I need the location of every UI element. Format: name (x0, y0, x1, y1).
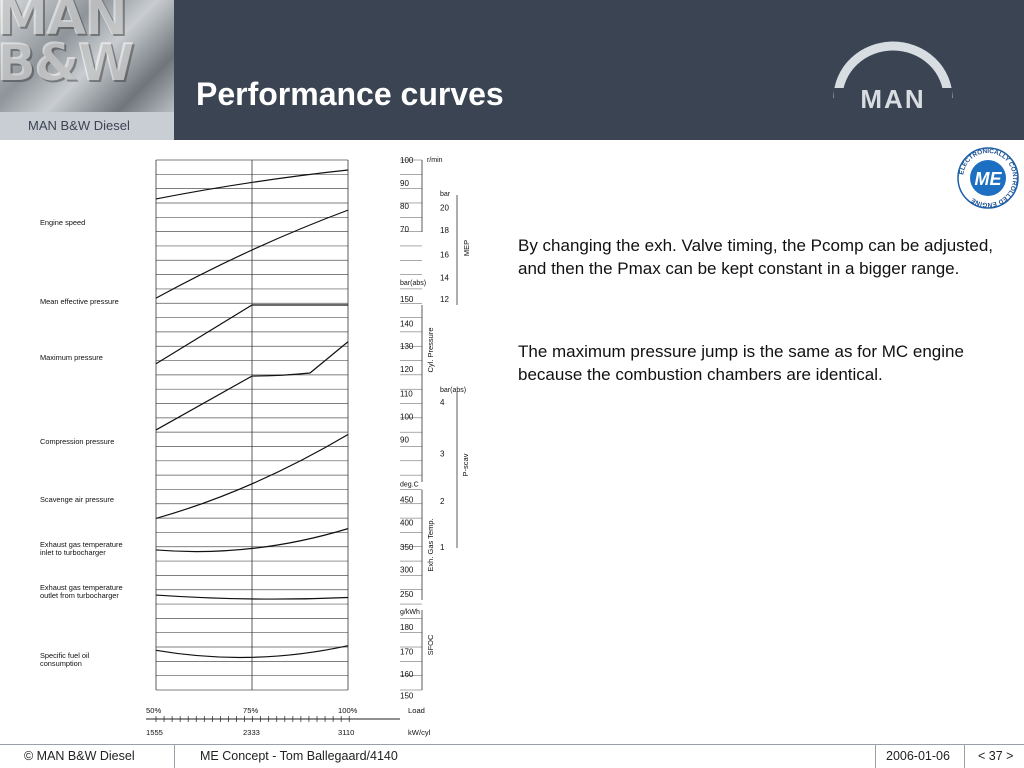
scale-label-inner: 400 (400, 518, 414, 527)
footer-divider (964, 745, 965, 768)
logo-letters: MAN B&W (0, 0, 134, 93)
subbrand-label: MAN B&W Diesel (0, 112, 174, 140)
scale-label-inner: 110 (400, 389, 413, 398)
load-axis-title: Load (408, 706, 425, 715)
scale-label-inner: 100 (400, 412, 414, 421)
scale-label-inner: 180 (400, 623, 414, 632)
scale-label-inner: 90 (400, 179, 409, 188)
footer-divider (174, 745, 175, 768)
curve-label: outlet from turbocharger (40, 591, 119, 600)
footer-page-number: < 37 > (978, 749, 1014, 763)
footer-copyright: © MAN B&W Diesel (24, 749, 135, 763)
axis-group-label: SFOC (426, 634, 435, 655)
curve-label: Exhaust gas temperature (40, 540, 123, 549)
performance-chart: 100908070bar(abs)15014013012011010090deg… (40, 156, 471, 737)
scale-label-outer: 16 (440, 251, 449, 260)
scale-label-inner: 90 (400, 435, 409, 444)
scale-label-outer: 4 (440, 398, 445, 407)
curve-series (155, 209, 349, 299)
scale-label-outer: 1 (440, 543, 445, 552)
scale-label-inner: 170 (400, 647, 414, 656)
axis-group-label: MEP (462, 240, 471, 256)
scale-label-inner: 160 (400, 670, 414, 679)
axis-group-label: P-scav (461, 453, 470, 476)
man-logo: MAN (833, 41, 953, 114)
scale-label-inner: 140 (400, 319, 414, 328)
curve-label: Engine speed (40, 218, 85, 227)
curve-label: Maximum pressure (40, 353, 103, 362)
footer-date: 2006-01-06 (886, 749, 950, 763)
slide-header: MAN B&W MAN B&W Diesel Performance curve… (0, 0, 1024, 140)
scale-label-outer: 3 (440, 450, 445, 459)
power-unit: kW/cyl (408, 728, 431, 737)
curve-label: Scavenge air pressure (40, 495, 114, 504)
scale-label-inner: 70 (400, 225, 409, 234)
scale-label-inner: bar(abs) (400, 280, 426, 287)
paragraph-pressure-jump: The maximum pressure jump is the same as… (518, 342, 964, 384)
scale-label-outer: 20 (440, 203, 449, 212)
scale-label-inner: 150 (400, 295, 414, 304)
curve-label: Mean effective pressure (40, 297, 119, 306)
scale-label-inner: 350 (400, 543, 414, 552)
scale-label-inner: 450 (400, 495, 414, 504)
curve-label: Compression pressure (40, 437, 114, 446)
power-label: 1555 (146, 728, 163, 737)
scale-unit-rpm: r/min (427, 157, 443, 164)
me-electronic-badge: ELECTRONICALLY CONTROLLED ENGINE ME (957, 147, 1019, 209)
curve-label: inlet to turbocharger (40, 548, 106, 557)
scale-label-inner: 130 (400, 342, 414, 351)
curve-label: consumption (40, 659, 82, 668)
scale-label-inner: 150 (400, 692, 414, 701)
curve-series (155, 341, 349, 431)
footer-divider (875, 745, 876, 768)
curve-series (155, 434, 349, 519)
scale-label-inner: 80 (400, 202, 409, 211)
slide-title: Performance curves (196, 76, 504, 112)
scale-label-outer: bar(abs) (440, 387, 466, 394)
curve-label: Exhaust gas temperature (40, 583, 123, 592)
footer-project: ME Concept - Tom Ballegaard/4140 (200, 749, 398, 763)
scale-label-outer: 2 (440, 497, 445, 506)
axis-group-label: Exh. Gas Temp. (426, 518, 435, 571)
scale-label-inner: deg.C (400, 482, 419, 489)
curve-label: Specific fuel oil (40, 651, 90, 660)
curve-series (155, 304, 348, 365)
load-percent-label: 50% (146, 706, 161, 715)
scale-label-inner: 120 (400, 365, 414, 374)
scale-label-outer: bar (440, 191, 451, 198)
scale-label-outer: 14 (440, 273, 449, 282)
scale-label-inner: 100 (400, 156, 414, 165)
paragraph-pcomp: By changing the exh. Valve timing, the P… (518, 236, 994, 278)
curve-series (155, 645, 349, 659)
axis-group-label: Cyl. Pressure (426, 327, 435, 372)
scale-label-outer: 12 (440, 295, 449, 304)
man-logo-text: MAN (860, 84, 925, 114)
load-percent-label: 100% (338, 706, 358, 715)
power-label: 2333 (243, 728, 260, 737)
curve-series (155, 169, 349, 200)
power-label: 3110 (338, 728, 354, 737)
load-percent-label: 75% (243, 706, 258, 715)
curve-series (155, 528, 349, 553)
scale-label-outer: 18 (440, 226, 449, 235)
scale-label-inner: 250 (400, 590, 414, 599)
man-bw-logo-image: MAN B&W (0, 0, 174, 112)
badge-center-text: ME (975, 169, 1003, 189)
curve-series (155, 594, 349, 600)
scale-label-inner: g/kWh (400, 609, 420, 616)
slide-footer: © MAN B&W Diesel ME Concept - Tom Balleg… (0, 744, 1024, 768)
scale-label-inner: 300 (400, 566, 414, 575)
explanation-text: By changing the exh. Valve timing, the P… (518, 234, 1010, 446)
